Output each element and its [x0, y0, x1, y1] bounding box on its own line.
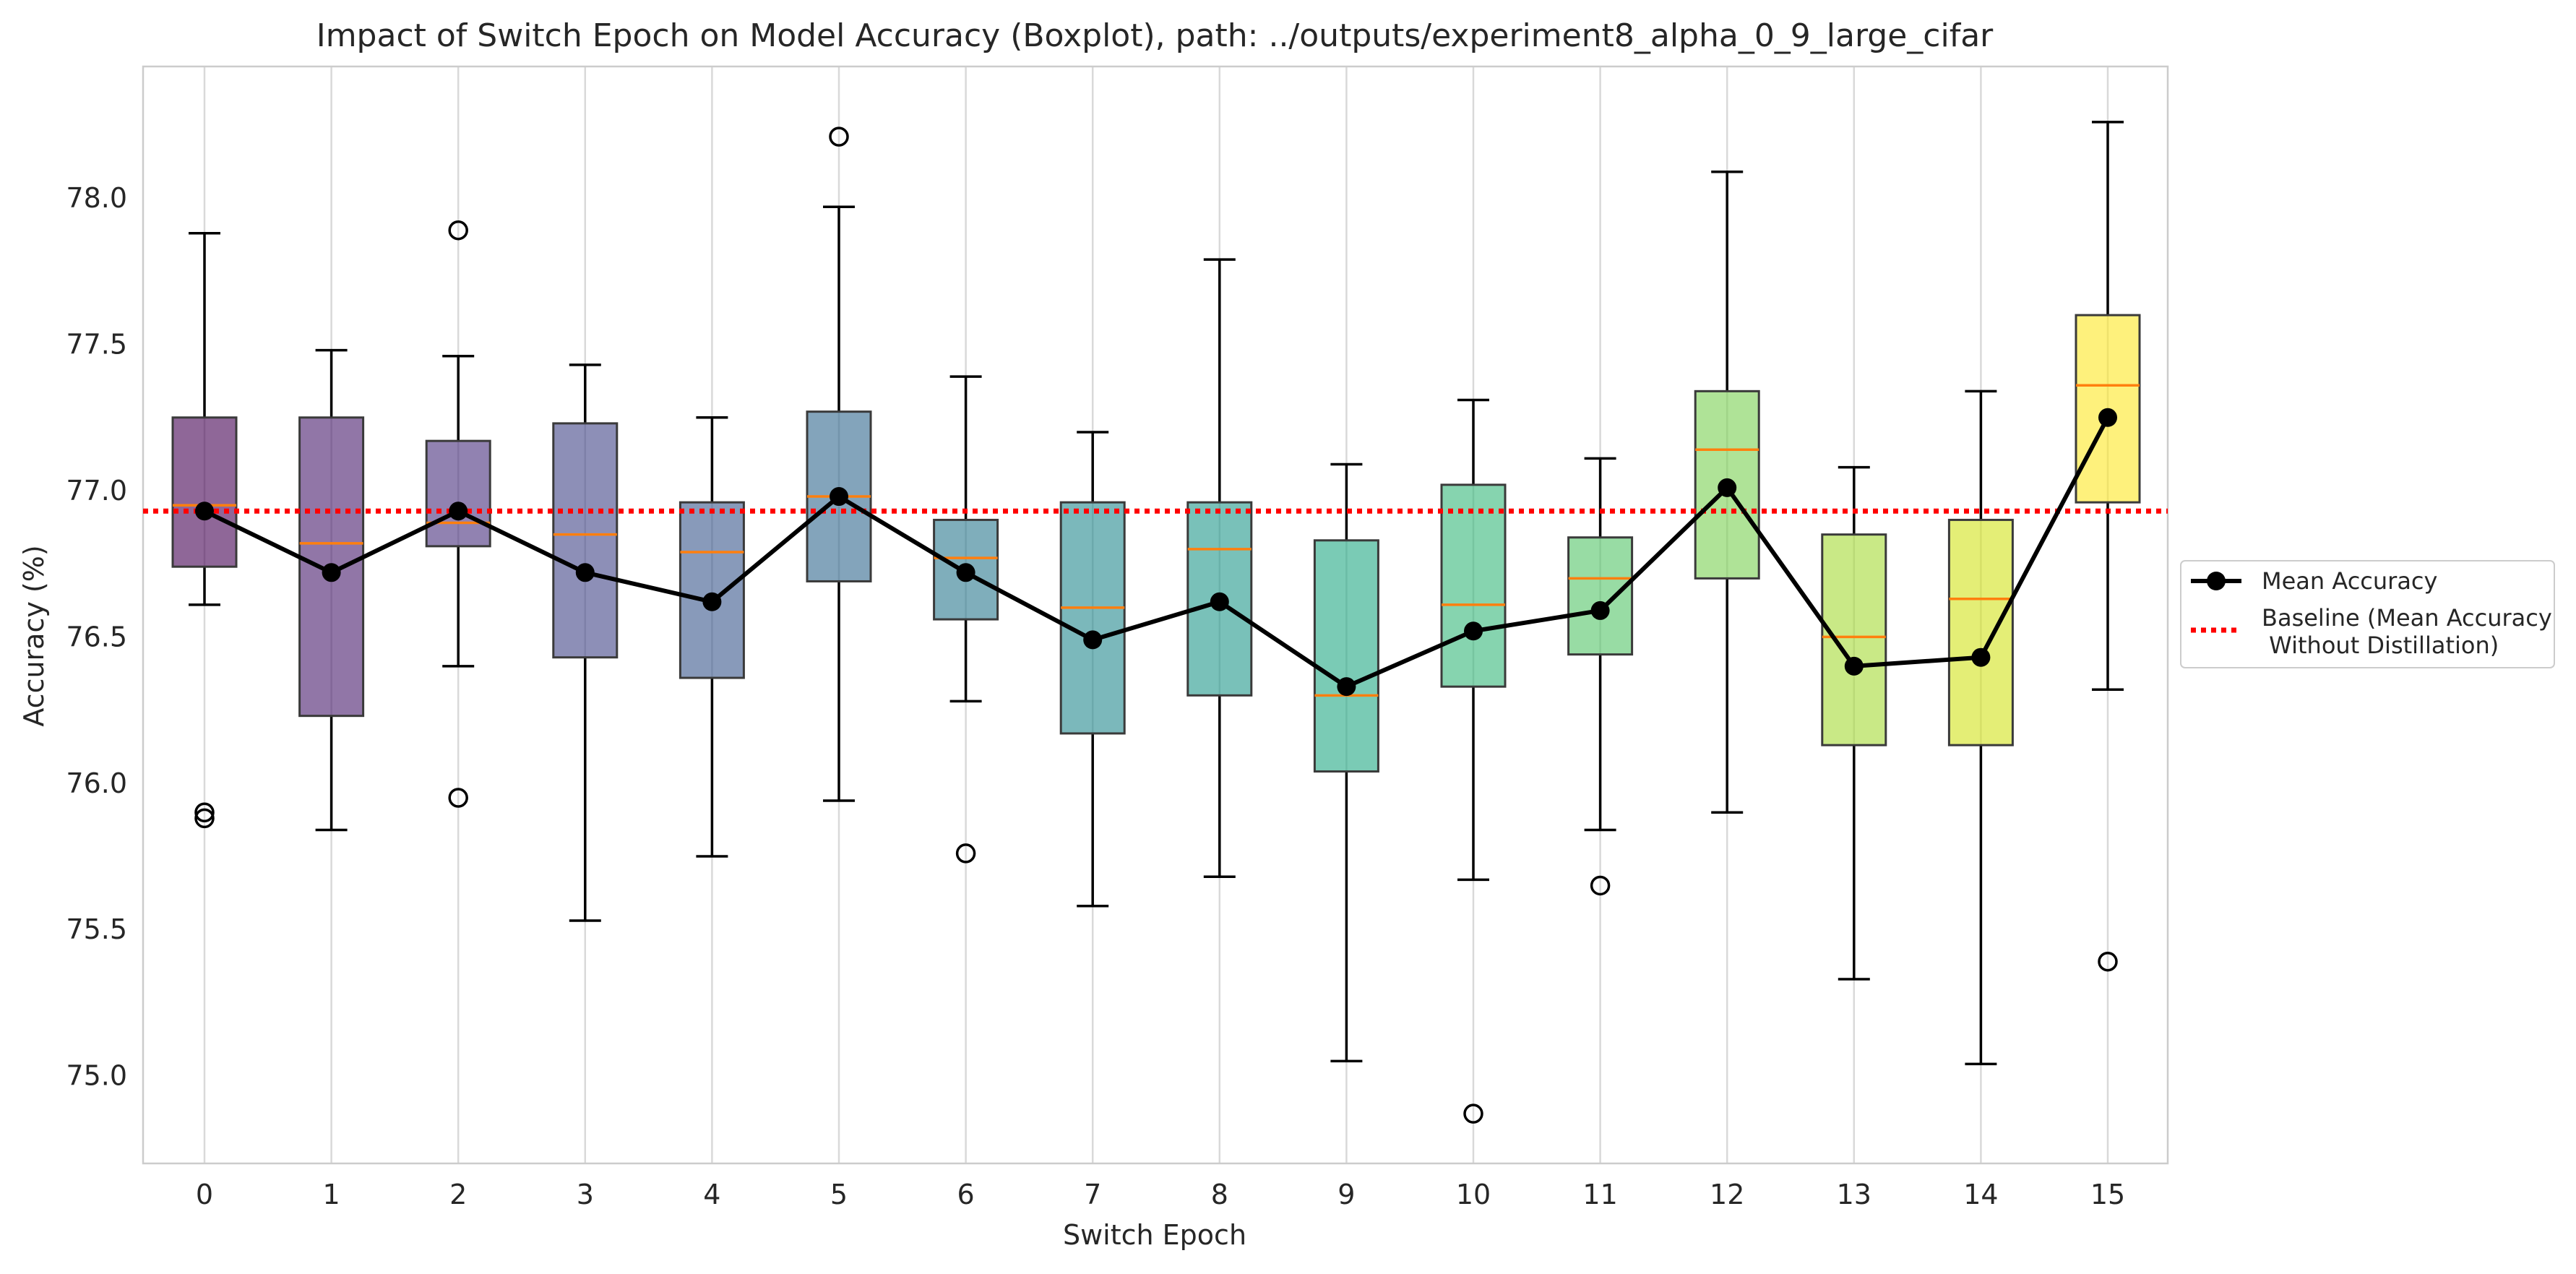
outlier-point: [448, 220, 468, 241]
chart-title: Impact of Switch Epoch on Model Accuracy…: [316, 17, 1994, 54]
box-group: [552, 363, 619, 922]
mean-accuracy-point: [1718, 478, 1737, 497]
outlier-point: [1590, 875, 1611, 896]
outlier-point: [194, 802, 215, 822]
box: [171, 416, 238, 568]
y-tick-label: 77.5: [66, 329, 127, 361]
x-tick-label: 2: [449, 1179, 467, 1210]
x-tick-label: 4: [703, 1179, 720, 1210]
x-tick-label: 12: [1710, 1179, 1744, 1210]
box: [1440, 483, 1507, 688]
legend-label-baseline-line1: Baseline (Mean Accuracy: [2262, 604, 2552, 632]
y-tick-label: 78.0: [66, 182, 127, 214]
outlier-point: [194, 808, 215, 829]
outlier-point: [955, 843, 976, 864]
plot-area: 75.075.576.076.577.077.578.00 1 2 3 4 5 6 7 8 9 10…: [66, 65, 2169, 1210]
mean-accuracy-point: [1844, 656, 1864, 676]
y-tick-label: 75.5: [66, 913, 127, 945]
outlier-point: [829, 126, 849, 147]
mean-accuracy-point: [1590, 601, 1610, 620]
mean-accuracy-point: [1210, 592, 1229, 611]
box: [1821, 533, 1887, 746]
outlier-point: [448, 788, 468, 808]
x-tick-label: 15: [2090, 1179, 2125, 1210]
x-tick-label: 7: [1084, 1179, 1101, 1210]
x-axis-label: Switch Epoch: [1063, 1219, 1246, 1251]
box: [1313, 539, 1379, 773]
box-group: [1313, 462, 1379, 1063]
x-tick-label: 3: [577, 1179, 594, 1210]
box-group: [679, 416, 745, 858]
legend-label-baseline-line2: Without Distillation): [2262, 632, 2499, 659]
x-tick-label: 9: [1337, 1179, 1355, 1210]
x-tick-label: 11: [1582, 1179, 1617, 1210]
box-group: [1567, 457, 1634, 896]
plot-frame: [142, 65, 2169, 1165]
x-tick-label: 0: [196, 1179, 213, 1210]
mean-accuracy-point: [575, 563, 595, 582]
mean-accuracy-point: [322, 563, 341, 582]
x-tick-label: 10: [1456, 1179, 1491, 1210]
x-tick-label: 5: [830, 1179, 848, 1210]
x-tick-label: 8: [1211, 1179, 1228, 1210]
y-tick-label: 75.0: [66, 1060, 127, 1092]
outlier-point: [1463, 1103, 1483, 1124]
box: [1059, 501, 1126, 735]
box-group: [1694, 170, 1760, 814]
y-tick-label: 77.0: [66, 475, 127, 507]
box: [1947, 518, 2014, 746]
legend: Mean Accuracy Baseline (Mean Accuracy Wi…: [2180, 560, 2555, 668]
y-axis-label: Accuracy (%): [18, 545, 50, 726]
box-group: [1947, 389, 2014, 1066]
box: [1567, 536, 1634, 656]
mean-accuracy-point: [449, 502, 468, 521]
x-tick-label: 6: [957, 1179, 975, 1210]
mean-accuracy-point: [830, 487, 848, 507]
x-tick-label: 14: [1963, 1179, 1998, 1210]
box: [552, 422, 619, 659]
mean-accuracy-point: [1083, 630, 1103, 650]
box: [425, 439, 491, 548]
x-tick-label: 13: [1837, 1179, 1871, 1210]
mean-accuracy-point: [1464, 621, 1483, 641]
mean-accuracy-point: [195, 502, 214, 521]
box-group: [171, 231, 238, 829]
y-tick-label: 76.5: [66, 621, 127, 653]
mean-accuracy-point: [702, 592, 722, 611]
legend-label-mean-accuracy: Mean Accuracy: [2262, 567, 2437, 595]
box-group: [2075, 121, 2141, 972]
mean-accuracy-line: [203, 416, 2110, 689]
mean-accuracy-point: [2098, 408, 2117, 427]
legend-mean-marker-swatch: [2207, 572, 2226, 590]
mean-accuracy-point: [1337, 677, 1356, 697]
outlier-point: [2098, 951, 2118, 972]
y-tick-label: 76.0: [66, 767, 127, 799]
mean-accuracy-point: [956, 563, 975, 582]
box: [679, 501, 745, 679]
box-group: [1440, 398, 1507, 1124]
box-group: [1059, 431, 1126, 908]
legend-frame: [2180, 560, 2555, 668]
box: [2075, 314, 2141, 504]
mean-accuracy-point: [1971, 647, 1991, 667]
x-tick-label: 1: [323, 1179, 340, 1210]
